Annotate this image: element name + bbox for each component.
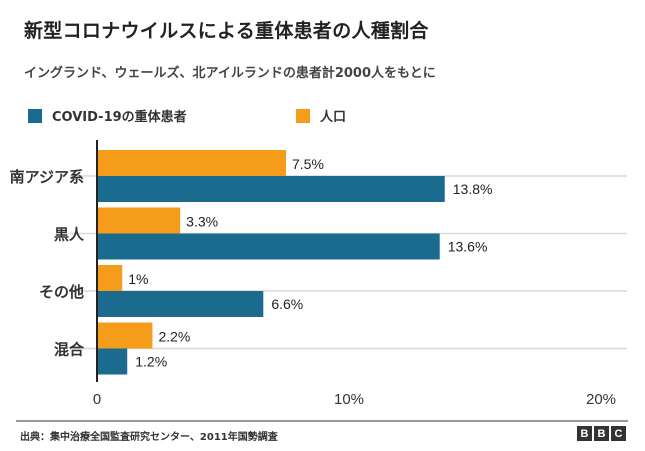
legend-item-population: 人口 — [296, 106, 346, 125]
category-label: 黒人 — [54, 226, 85, 244]
value-label-covid: 6.6% — [271, 296, 303, 312]
category-label: 南アジア系 — [10, 168, 84, 186]
value-label-covid: 1.2% — [135, 354, 167, 370]
chart-subtitle: イングランド、ウェールズ、北アイルランドの患者計2000人をもとに — [24, 66, 436, 81]
legend-label-covid: COVID-19の重体患者 — [52, 110, 187, 125]
source-note: 出典：集中治療全国監査研究センター、2011年国勢調査 — [20, 432, 278, 443]
legend-swatch-population — [296, 108, 310, 123]
category-label: 混合 — [54, 341, 85, 359]
bar-population — [97, 322, 153, 349]
x-tick-label: 10% — [334, 391, 364, 408]
bar-covid — [97, 233, 440, 260]
legend-label-population: 人口 — [320, 110, 347, 125]
value-label-covid: 13.6% — [448, 239, 488, 255]
value-label-population: 2.2% — [158, 329, 190, 345]
chart-title: 新型コロナウイルスによる重体患者の人種割合 — [24, 20, 429, 42]
bar-population — [97, 150, 286, 176]
bar-covid — [97, 176, 445, 202]
value-label-population: 1% — [128, 271, 148, 287]
category-label: その他 — [39, 283, 84, 301]
bbc-logo: B B C — [577, 426, 626, 441]
bbc-logo-letter: B — [594, 426, 609, 441]
bbc-logo-letter: C — [611, 426, 626, 441]
bar-population — [97, 207, 181, 234]
legend-swatch-covid — [28, 108, 42, 123]
bar-covid — [97, 348, 128, 375]
value-label-covid: 13.8% — [453, 181, 493, 197]
footer-divider — [16, 420, 628, 422]
value-label-population: 3.3% — [186, 214, 218, 230]
value-label-population: 7.5% — [292, 156, 324, 172]
bar-population — [97, 265, 123, 291]
x-tick-label: 20% — [586, 391, 616, 408]
x-tick-label: 0 — [93, 391, 101, 408]
legend-item-covid: COVID-19の重体患者 — [28, 106, 187, 125]
bar-covid — [97, 291, 264, 317]
bbc-logo-letter: B — [577, 426, 592, 441]
